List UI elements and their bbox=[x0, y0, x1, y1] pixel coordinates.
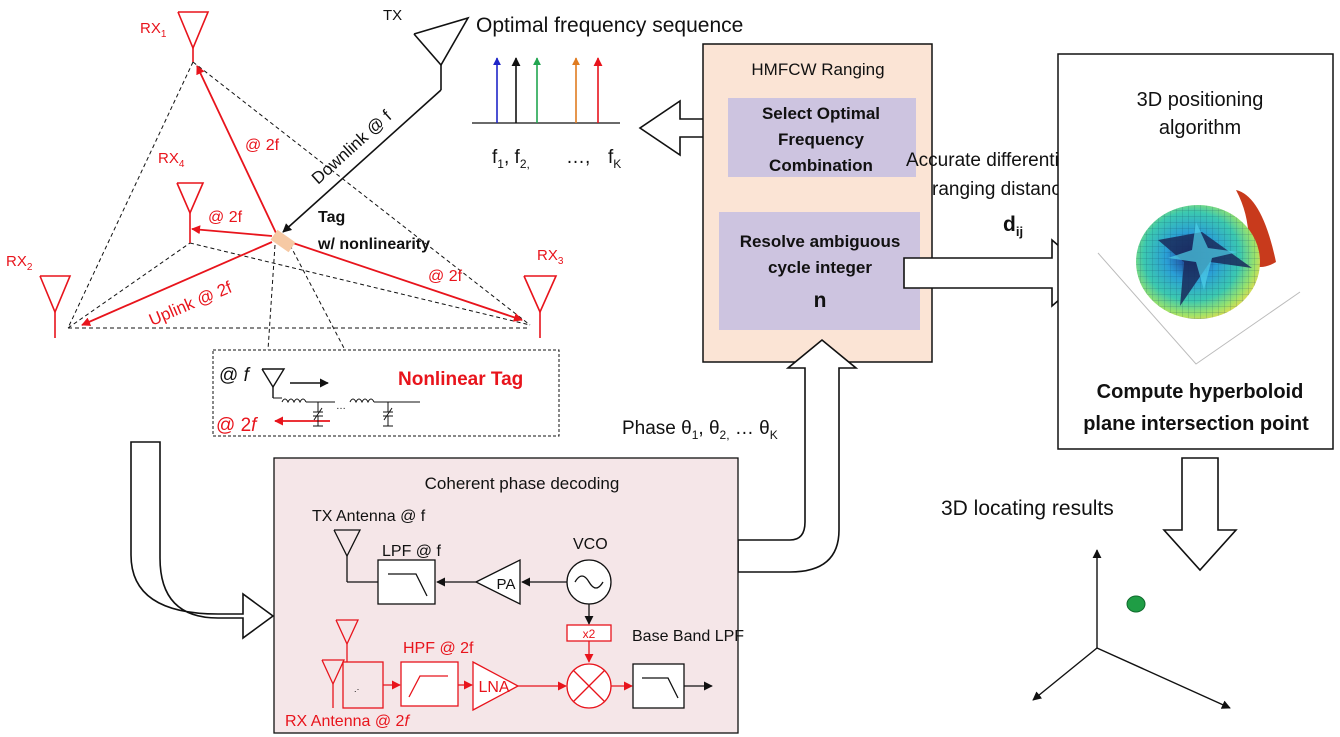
nonlinear-tag-box: @ f … @ 2f Nonlinear Tag bbox=[212, 349, 560, 437]
phase-label: Phase θ1, θ2, … θK bbox=[622, 418, 778, 442]
positioning-title-line1: 3D positioning bbox=[1137, 89, 1264, 111]
vco-label: VCO bbox=[573, 536, 608, 553]
rx-antenna-label: RX Antenna @ 2f bbox=[285, 713, 410, 730]
rx3-link-freq-label: @ 2f bbox=[428, 268, 463, 285]
uplink-label: Uplink @ 2f bbox=[146, 278, 235, 330]
resolve-line1: Resolve ambiguous bbox=[740, 232, 901, 251]
positioning-title-line2: algorithm bbox=[1159, 117, 1241, 139]
resolve-var-n: n bbox=[814, 289, 827, 312]
pa-block: PA bbox=[474, 558, 521, 606]
tx-label: TX bbox=[383, 7, 402, 24]
hmfcw-title: HMFCW Ranging bbox=[751, 60, 884, 79]
rx1-label: RX1 bbox=[140, 20, 167, 40]
results-axes bbox=[1032, 549, 1231, 709]
hyperboloid-plot bbox=[1097, 190, 1301, 365]
coherent-tx-antenna-icon bbox=[333, 529, 378, 583]
x2-label: x2 bbox=[583, 627, 596, 641]
downlink-label: Downlink @ f bbox=[308, 106, 396, 187]
tag-icon bbox=[270, 229, 296, 253]
hmfcw-ranging-box: HMFCW Ranging Select Optimal Frequency C… bbox=[702, 43, 933, 363]
pa-label: PA bbox=[497, 576, 516, 593]
frequency-sequence: Optimal frequency sequence f1, f2,…, fK bbox=[472, 14, 743, 171]
nonlinear-tag-title: Nonlinear Tag bbox=[398, 369, 523, 390]
freq-sequence-title: Optimal frequency sequence bbox=[476, 14, 743, 37]
tag-input-freq-label: @ f bbox=[219, 365, 251, 386]
pyramid-dashed-edges bbox=[67, 61, 531, 351]
rx4-label: RX4 bbox=[158, 150, 185, 170]
topology-group: RX1 RX4 RX2 RX3 TX Downlink @ f bbox=[6, 7, 564, 351]
lna-label: LNA bbox=[478, 679, 509, 696]
results-label: 3D locating results bbox=[941, 497, 1114, 520]
differential-var: dij bbox=[1003, 213, 1023, 239]
tag-circuit-schematic bbox=[273, 397, 420, 427]
baseband-lpf-block bbox=[632, 663, 685, 709]
rx2-antenna-icon bbox=[39, 275, 72, 338]
select-optimal-box bbox=[728, 98, 916, 177]
rx1-antenna-icon bbox=[177, 11, 210, 62]
tag-mini-antenna-icon bbox=[261, 368, 286, 398]
tag-output-freq-label: @ 2f bbox=[216, 415, 258, 436]
lpf-block bbox=[377, 559, 436, 605]
mixer-icon bbox=[566, 663, 612, 709]
uplink-arrows bbox=[81, 65, 523, 326]
select-line2: Frequency bbox=[778, 130, 865, 149]
tag-label: Tag bbox=[318, 209, 345, 226]
positioning-caption-line2: plane intersection point bbox=[1083, 413, 1309, 435]
lpf-label: LPF @ f bbox=[382, 543, 441, 560]
positioning-box: 3D positioning algorithm Compute hyperbo… bbox=[1057, 53, 1334, 450]
rx4-antenna-icon bbox=[176, 182, 205, 243]
select-line3: Combination bbox=[769, 156, 873, 175]
hpf-label: HPF @ 2f bbox=[403, 640, 474, 657]
tx-antenna-label: TX Antenna @ f bbox=[312, 508, 426, 525]
tag-nonlinearity-label: w/ nonlinearity bbox=[317, 236, 430, 253]
lna-block: LNA bbox=[472, 660, 520, 712]
coherent-decoding-box: Coherent phase decoding TX Antenna @ f L… bbox=[273, 457, 744, 734]
rx4-link-freq-label: @ 2f bbox=[208, 209, 243, 226]
rx3-label: RX3 bbox=[537, 247, 564, 267]
freq-labels: f1, f2,…, fK bbox=[492, 147, 621, 171]
rx2-label: RX2 bbox=[6, 253, 33, 273]
hpf-block bbox=[400, 661, 459, 707]
tag-to-coherent-arrow bbox=[130, 441, 275, 640]
coherent-to-hmfcw-arrow bbox=[737, 338, 859, 573]
x2-multiplier-block: x2 bbox=[566, 624, 612, 642]
located-point-marker bbox=[1126, 595, 1146, 613]
tx-antenna-icon bbox=[413, 16, 470, 90]
coherent-rx-antenna-icon bbox=[321, 619, 384, 709]
resolve-line2: cycle integer bbox=[768, 258, 872, 277]
baseband-label: Base Band LPF bbox=[632, 628, 744, 645]
rx3-antenna-icon bbox=[523, 275, 558, 338]
vco-source-icon bbox=[566, 559, 612, 605]
coherent-title: Coherent phase decoding bbox=[425, 474, 620, 493]
differential-line2: ranging distance bbox=[932, 179, 1071, 200]
select-line1: Select Optimal bbox=[762, 104, 880, 123]
resolve-integer-box bbox=[719, 212, 920, 330]
positioning-to-results-arrow bbox=[1162, 457, 1238, 572]
differential-line1: Accurate differential bbox=[906, 150, 1074, 171]
rx1-link-freq-label: @ 2f bbox=[245, 137, 280, 154]
rx-block-dots: .· bbox=[354, 684, 360, 694]
downlink-arrow bbox=[282, 89, 442, 233]
positioning-caption-line1: Compute hyperboloid bbox=[1097, 381, 1304, 403]
tag-circuit-ellipsis: … bbox=[336, 401, 346, 412]
